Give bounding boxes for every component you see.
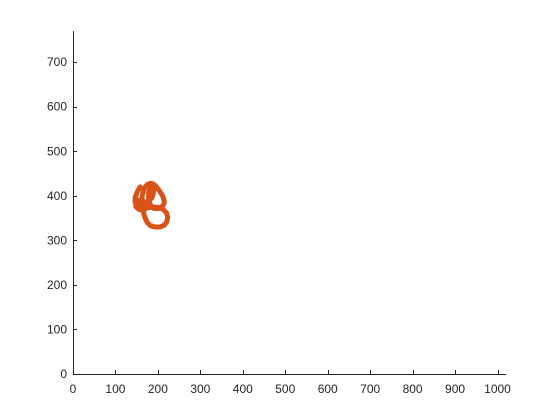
- y-tick-label-2: 200: [47, 278, 67, 292]
- x-tick-label-7: 700: [360, 382, 380, 396]
- x-tick-label-3: 300: [190, 382, 210, 396]
- series-line-0: [132, 180, 171, 230]
- x-tick-label-5: 500: [275, 382, 295, 396]
- x-tick-label-6: 600: [318, 382, 338, 396]
- y-tick-label-3: 300: [47, 233, 67, 247]
- axes-layer: [73, 31, 506, 375]
- y-tick-label-6: 600: [47, 100, 67, 114]
- y-tick-label-7: 700: [47, 55, 67, 69]
- x-tick-label-2: 200: [148, 382, 168, 396]
- x-tick-label-10: 1000: [484, 382, 511, 396]
- y-tick-layer: 0 100 200 300 400 500 600 700: [47, 55, 77, 381]
- x-tick-label-0: 0: [70, 382, 77, 396]
- series-layer: [132, 180, 171, 230]
- x-tick-label-1: 100: [105, 382, 125, 396]
- y-tick-label-1: 100: [47, 322, 67, 336]
- x-tick-layer: 0 100 200 300 400 500 600 700 800 900 1000: [70, 370, 511, 396]
- y-tick-label-0: 0: [60, 367, 67, 381]
- y-tick-label-4: 400: [47, 189, 67, 203]
- series-line-1: [132, 195, 149, 213]
- x-tick-label-4: 400: [233, 382, 253, 396]
- x-tick-label-8: 800: [403, 382, 423, 396]
- y-tick-label-5: 500: [47, 144, 67, 158]
- x-tick-label-9: 900: [445, 382, 465, 396]
